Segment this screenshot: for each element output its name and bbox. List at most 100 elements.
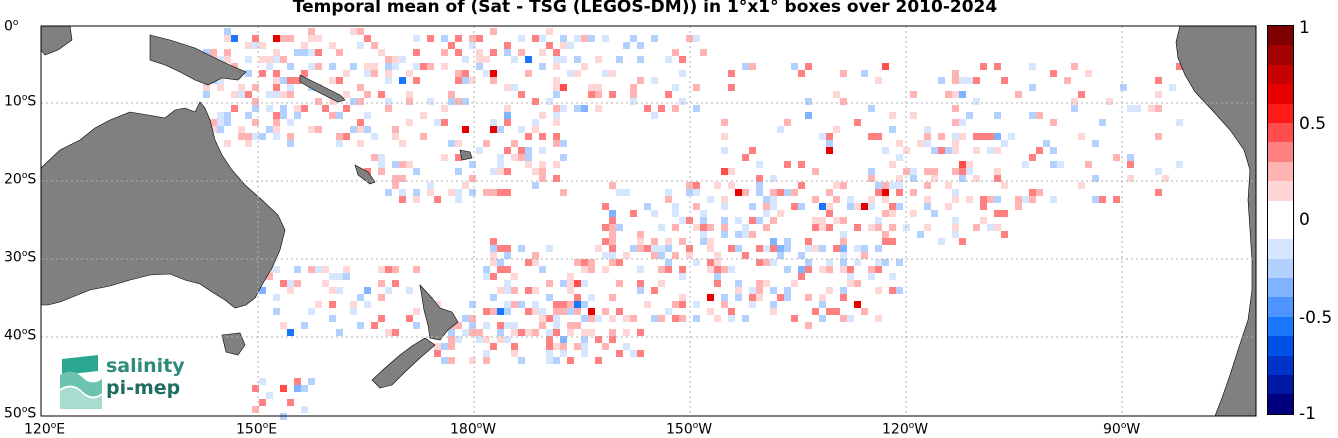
data-cell	[679, 217, 686, 224]
data-cell	[840, 231, 847, 238]
data-cell	[637, 280, 644, 287]
data-cell	[987, 224, 994, 231]
data-cell	[924, 203, 931, 210]
data-cell	[476, 35, 483, 42]
data-cell	[553, 56, 560, 63]
data-cell	[469, 42, 476, 49]
data-cell	[539, 63, 546, 70]
data-cell	[413, 77, 420, 84]
data-cell	[483, 322, 490, 329]
data-cell	[840, 287, 847, 294]
data-cell	[784, 245, 791, 252]
logo-line1: salinity	[106, 355, 185, 377]
data-cell	[497, 154, 504, 161]
data-cell	[665, 308, 672, 315]
data-cell	[273, 77, 280, 84]
data-cell	[1176, 63, 1183, 70]
data-cell	[910, 168, 917, 175]
data-cell	[483, 56, 490, 63]
data-cell	[714, 259, 721, 266]
data-cell	[504, 252, 511, 259]
y-tick-40s: 40oS	[4, 327, 37, 344]
data-cell	[805, 266, 812, 273]
data-cell	[756, 182, 763, 189]
data-cell	[826, 140, 833, 147]
data-cell	[868, 224, 875, 231]
data-cell	[448, 91, 455, 98]
data-cell	[518, 91, 525, 98]
data-cell	[588, 91, 595, 98]
data-cell	[833, 245, 840, 252]
data-cell	[882, 147, 889, 154]
data-cell	[1176, 161, 1183, 168]
data-cell	[630, 84, 637, 91]
data-cell	[567, 357, 574, 364]
data-cell	[273, 294, 280, 301]
data-cell	[875, 266, 882, 273]
data-cell	[1064, 77, 1071, 84]
data-cell	[1071, 105, 1078, 112]
data-cell	[301, 70, 308, 77]
data-cell	[770, 175, 777, 182]
data-cell	[280, 385, 287, 392]
data-cell	[623, 315, 630, 322]
data-cell	[490, 189, 497, 196]
solomon-islands	[299, 74, 346, 103]
data-cell	[504, 168, 511, 175]
data-cell	[567, 301, 574, 308]
data-cell	[532, 35, 539, 42]
data-cell	[693, 315, 700, 322]
data-cell	[945, 91, 952, 98]
data-cell	[497, 322, 504, 329]
data-cell	[448, 140, 455, 147]
data-cell	[560, 308, 567, 315]
data-cell	[560, 189, 567, 196]
data-cell	[826, 259, 833, 266]
data-cell	[294, 49, 301, 56]
data-cell	[686, 182, 693, 189]
data-cell	[679, 315, 686, 322]
x-tick-120w: 120oW	[882, 421, 929, 438]
data-cell	[490, 259, 497, 266]
data-cell	[973, 175, 980, 182]
data-cell	[595, 336, 602, 343]
data-cell	[917, 140, 924, 147]
data-cell	[672, 49, 679, 56]
data-cell	[665, 56, 672, 63]
data-cell	[595, 357, 602, 364]
data-cell	[469, 77, 476, 84]
data-cell	[707, 245, 714, 252]
data-cell	[413, 266, 420, 273]
data-cell	[1057, 161, 1064, 168]
data-cell	[693, 189, 700, 196]
data-cell	[756, 175, 763, 182]
data-cell	[245, 91, 252, 98]
data-cell	[546, 357, 553, 364]
data-cell	[364, 70, 371, 77]
data-cell	[1155, 105, 1162, 112]
data-cell	[469, 175, 476, 182]
data-cell	[777, 126, 784, 133]
data-cell	[707, 294, 714, 301]
data-cell	[980, 63, 987, 70]
data-cell	[441, 357, 448, 364]
data-cell	[637, 287, 644, 294]
data-cell	[798, 161, 805, 168]
data-cell	[406, 119, 413, 126]
data-cell	[1155, 133, 1162, 140]
data-cell	[798, 203, 805, 210]
data-cell	[1099, 196, 1106, 203]
south-america	[1175, 25, 1257, 417]
data-cell	[819, 224, 826, 231]
colorbar-label-zero: 0	[1299, 210, 1310, 230]
data-cell	[203, 91, 210, 98]
data-cell	[728, 84, 735, 91]
data-cell	[924, 196, 931, 203]
data-cell	[1155, 91, 1162, 98]
data-cell	[525, 287, 532, 294]
data-cell	[385, 63, 392, 70]
data-cell	[1001, 182, 1008, 189]
data-cell	[896, 140, 903, 147]
data-cell	[504, 266, 511, 273]
data-cell	[273, 56, 280, 63]
